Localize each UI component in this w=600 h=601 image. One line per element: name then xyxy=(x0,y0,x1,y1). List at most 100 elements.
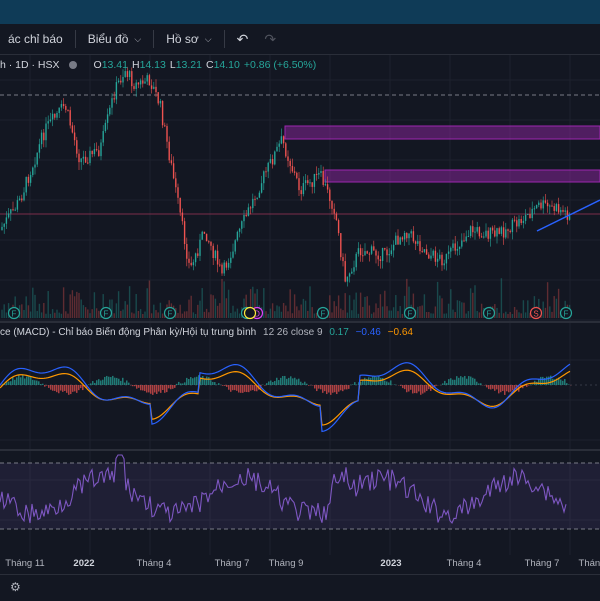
volume-bar xyxy=(292,313,293,318)
volume-bar xyxy=(268,314,269,318)
macd-histogram-bar xyxy=(370,378,372,385)
macd-histogram-bar xyxy=(118,379,120,385)
macd-histogram-bar xyxy=(292,378,294,385)
time-axis[interactable]: Tháng 11 2022 Tháng 4 Tháng 7 Tháng 9 20… xyxy=(0,555,600,573)
volume-bar xyxy=(153,305,154,318)
candle-body xyxy=(523,221,524,223)
macd-histogram-bar xyxy=(50,385,52,390)
candle-body xyxy=(455,243,456,250)
candle-body xyxy=(353,267,354,271)
candle-body xyxy=(345,261,346,282)
candle-body xyxy=(193,262,194,265)
volume-bar xyxy=(114,313,115,318)
macd-histogram-bar xyxy=(110,377,112,385)
candle-body xyxy=(70,110,71,125)
volume-bar xyxy=(296,306,297,318)
macd-legend: ce (MACD) - Chỉ báo Biến động Phân kỳ/Hộ… xyxy=(0,327,413,338)
candle-body xyxy=(485,231,486,237)
volume-bar xyxy=(305,301,306,318)
price-chart[interactable]: FFFFDFFFSF xyxy=(0,0,600,575)
macd-histogram-bar xyxy=(38,381,40,385)
candle-body xyxy=(254,199,255,200)
candle-body xyxy=(1,227,2,230)
macd-histogram-bar xyxy=(530,384,532,385)
macd-histogram-bar xyxy=(252,385,254,390)
volume-bar xyxy=(281,312,282,318)
macd-histogram-bar xyxy=(204,379,206,385)
volume-bar xyxy=(184,311,185,318)
volume-bar xyxy=(514,307,515,318)
macd-histogram-bar xyxy=(120,381,122,385)
candle-body xyxy=(413,231,414,241)
volume-bar xyxy=(65,311,66,318)
macd-histogram-bar xyxy=(320,385,322,389)
macd-histogram-bar xyxy=(324,385,326,391)
volume-bar xyxy=(523,300,524,318)
volume-bar xyxy=(215,299,216,318)
volume-bar xyxy=(510,312,511,318)
volume-bar xyxy=(543,302,544,318)
macd-histogram-bar xyxy=(304,382,306,385)
candle-body xyxy=(395,236,396,245)
macd-histogram-bar xyxy=(406,385,408,392)
volume-bar xyxy=(301,305,302,318)
candle-body xyxy=(243,215,244,221)
settings-gear-icon[interactable]: ⚙ xyxy=(10,580,24,594)
macd-histogram-bar xyxy=(512,385,514,390)
candle-body xyxy=(219,265,220,266)
low-value: 13.21 xyxy=(176,59,202,71)
candle-body xyxy=(180,198,181,213)
candle-body xyxy=(312,182,313,187)
candle-body xyxy=(175,178,176,187)
xaxis-label: 2022 xyxy=(73,558,94,569)
volume-bar xyxy=(499,313,500,318)
candle-body xyxy=(380,259,381,261)
volume-bar xyxy=(193,312,194,318)
candle-body xyxy=(477,227,478,232)
macd-histogram-bar xyxy=(208,377,210,385)
macd-histogram-bar xyxy=(284,376,286,385)
candle-body xyxy=(76,140,77,153)
macd-histogram-bar xyxy=(98,379,100,385)
macd-histogram-bar xyxy=(166,385,168,392)
macd-histogram-bar xyxy=(488,385,490,389)
volume-bar xyxy=(433,314,434,318)
macd-histogram-bar xyxy=(76,385,78,393)
volume-bar xyxy=(481,304,482,318)
macd-histogram-bar xyxy=(138,385,140,388)
candle-body xyxy=(114,98,115,99)
candle-body xyxy=(323,171,324,185)
macd-histogram-bar xyxy=(152,385,154,395)
volume-bar xyxy=(272,303,273,318)
volume-bar xyxy=(32,288,33,318)
volume-bar xyxy=(452,310,453,318)
volume-bar xyxy=(136,294,137,318)
macd-histogram-bar xyxy=(30,377,32,385)
candle-body xyxy=(408,233,409,238)
candle-body xyxy=(334,209,335,214)
volume-bar xyxy=(142,314,143,318)
candle-body xyxy=(536,205,537,208)
xaxis-label: Tháng xyxy=(579,558,600,569)
macd-histogram-bar xyxy=(300,382,302,385)
open-value: 13.41 xyxy=(102,59,128,71)
symbol-label: h · 1D · HSX xyxy=(0,59,60,71)
visibility-eye-icon[interactable] xyxy=(66,60,82,70)
candle-body xyxy=(492,228,493,231)
volume-bar xyxy=(309,286,310,318)
volume-bar xyxy=(87,309,88,318)
macd-histogram-bar xyxy=(382,378,384,385)
volume-bar xyxy=(461,302,462,318)
volume-bar xyxy=(37,311,38,318)
volume-bar xyxy=(228,290,229,318)
volume-bar xyxy=(364,297,365,318)
volume-bar xyxy=(127,305,128,318)
macd-histogram-bar xyxy=(148,385,150,392)
volume-bar xyxy=(116,303,117,318)
macd-histogram-bar xyxy=(196,377,198,385)
candle-body xyxy=(107,114,108,122)
macd-histogram-bar xyxy=(104,377,106,385)
macd-histogram-bar xyxy=(384,381,386,385)
volume-bar xyxy=(507,314,508,318)
candle-body xyxy=(74,133,75,141)
